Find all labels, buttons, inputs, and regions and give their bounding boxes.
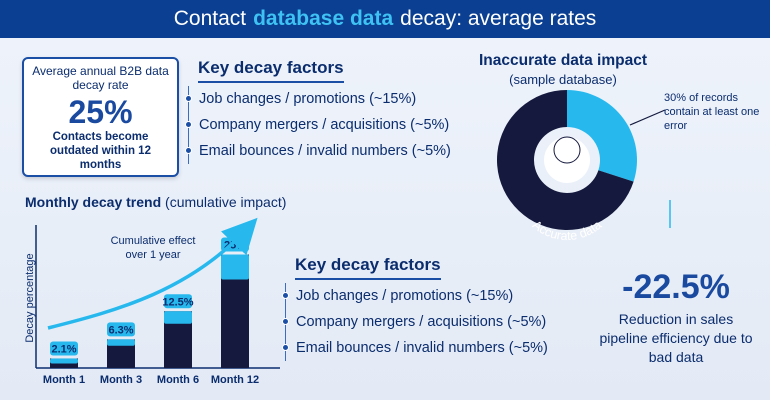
key-factor-item: Email bounces / invalid numbers (~5%) — [282, 335, 548, 361]
key-factors-list: Job changes / promotions (~15%) Company … — [185, 86, 451, 164]
bullet-icon — [185, 121, 192, 128]
key-factor-text: Job changes / promotions (~15%) — [199, 91, 417, 107]
key-factor-item: Email bounces / invalid numbers (~5%) — [185, 138, 451, 164]
inaccurate-data-donut: Accurate data — [497, 90, 671, 243]
donut-slice-accurate — [497, 90, 634, 230]
decay-trend-chart: Decay percentage 2.1% Month 1 6.3% Month 3 1… — [24, 217, 280, 386]
donut-subtitle: (sample database) — [509, 72, 617, 87]
data-label: 2.1% — [51, 343, 76, 355]
key-factors-top: Key decay factors Job changes / promotio… — [185, 58, 451, 164]
key-factors-heading: Key decay factors — [198, 58, 344, 83]
trend-annotation-line2: over 1 year — [125, 249, 180, 261]
bar-cap — [107, 339, 135, 346]
y-axis-label: Decay percentage — [24, 253, 36, 342]
donut-header: Inaccurate data impact (sample database) — [468, 52, 658, 87]
key-factor-text: Email bounces / invalid numbers (~5%) — [296, 340, 548, 356]
key-factor-text: Company mergers / acquisitions (~5%) — [199, 117, 450, 133]
bullet-icon — [282, 292, 289, 299]
annual-decay-stat-card: Average annual B2B data decay rate 25% C… — [22, 57, 179, 177]
impact-text: Reduction in sales pipeline efficiency d… — [599, 311, 753, 365]
stat-label: Average annual B2B data decay rate — [32, 64, 169, 92]
key-factor-item: Company mergers / acquisitions (~5%) — [282, 309, 548, 335]
trend-title-rest: (cumulative impact) — [165, 194, 287, 210]
cumulative-trend-arrow — [47, 217, 258, 330]
bullet-icon — [185, 95, 192, 102]
key-factor-text: Job changes / promotions (~15%) — [296, 288, 514, 304]
data-label: 6.3% — [108, 324, 133, 336]
impact-stat: -22.5% Reduction in sales pipeline effic… — [596, 268, 756, 367]
header-banner: Contact database data decay: average rat… — [0, 0, 770, 38]
x-tick-label: Month 3 — [100, 374, 142, 386]
bullet-icon — [282, 344, 289, 351]
data-label-bg — [107, 322, 135, 337]
stat-value: 25% — [68, 94, 133, 130]
bar-cap — [164, 311, 192, 324]
key-factors-heading: Key decay factors — [295, 255, 441, 280]
x-tick-label: Month 12 — [211, 374, 259, 386]
impact-value: -22.5% — [622, 268, 730, 306]
key-factor-item: Job changes / promotions (~15%) — [282, 283, 548, 309]
trend-title: Monthly decay trend (cumulative impact) — [25, 194, 286, 210]
title-post: decay: average rates — [400, 7, 597, 30]
key-factor-text: Company mergers / acquisitions (~5%) — [296, 314, 547, 330]
title-highlight: database data — [253, 7, 394, 30]
data-label-bg — [164, 294, 192, 309]
data-label: 12.5% — [162, 296, 193, 308]
donut-hole — [544, 137, 590, 183]
stat-sub: Contacts become outdated within 12 month… — [50, 131, 151, 171]
bar-cap — [50, 358, 78, 364]
x-tick-label: Month 1 — [43, 374, 85, 386]
title-pre: Contact — [173, 7, 247, 30]
key-factor-text: Email bounces / invalid numbers (~5%) — [199, 143, 451, 159]
key-factor-item: Job changes / promotions (~15%) — [185, 86, 451, 112]
bullet-icon — [185, 147, 192, 154]
donut-title: Inaccurate data impact — [479, 52, 647, 69]
donut-slice-errors — [567, 90, 637, 182]
donut-callout-line — [629, 109, 666, 126]
data-label-bg — [50, 341, 78, 356]
trend-title-bold: Monthly decay trend — [25, 194, 162, 210]
key-factor-item: Company mergers / acquisitions (~5%) — [185, 112, 451, 138]
trend-annotation-line1: Cumulative effect — [111, 235, 196, 247]
bar-cap — [221, 254, 249, 280]
key-factors-list: Job changes / promotions (~15%) Company … — [282, 283, 548, 361]
x-tick-label: Month 6 — [157, 374, 199, 386]
key-factors-bottom: Key decay factors Job changes / promotio… — [282, 255, 548, 361]
bullet-icon — [282, 318, 289, 325]
donut-callout: 30% of records contain at least one erro… — [664, 92, 760, 132]
donut-slices — [497, 90, 637, 230]
donut-callout-dot — [553, 136, 581, 164]
